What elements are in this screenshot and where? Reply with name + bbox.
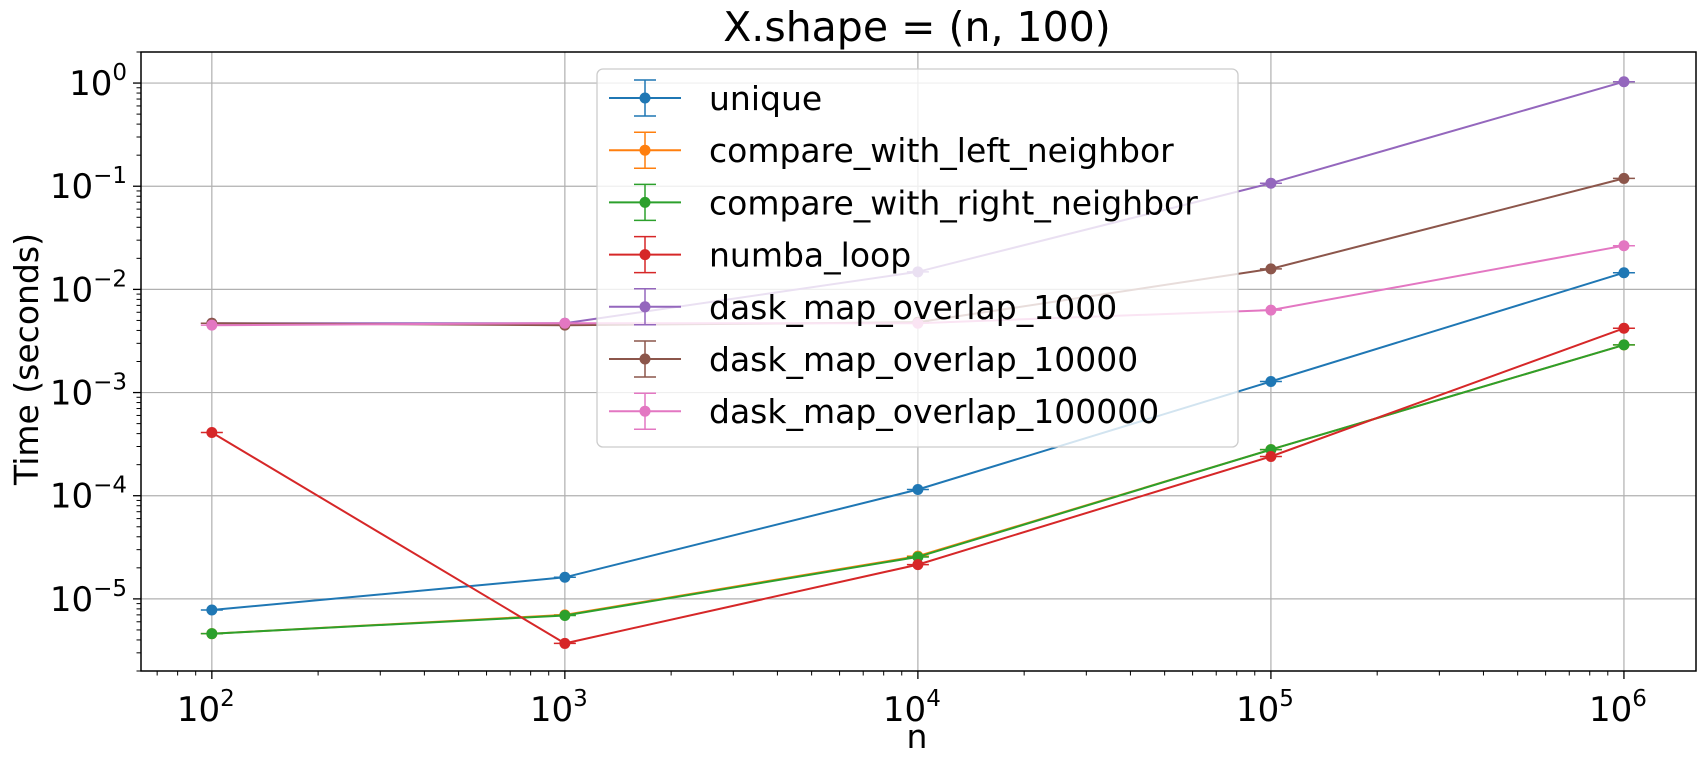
- legend-label: dask_map_overlap_100000: [709, 392, 1159, 431]
- x-tick-label-exponent: 5: [1279, 686, 1294, 712]
- data-point: [1618, 240, 1630, 252]
- y-tick-label-exponent: −5: [93, 576, 127, 602]
- legend-entry: compare_with_left_neighbor: [609, 131, 1174, 170]
- data-point: [1265, 263, 1277, 275]
- x-tick-label: 102: [177, 686, 235, 730]
- data-point: [1265, 450, 1277, 462]
- x-tick-label-exponent: 4: [926, 686, 941, 712]
- y-tick-label: 10−1: [50, 163, 127, 207]
- y-tick-label-base: 10: [50, 374, 93, 414]
- y-axis-label: Time (seconds): [7, 233, 46, 486]
- legend-entry: dask_map_overlap_100000: [609, 392, 1159, 431]
- x-tick-label-base: 10: [883, 690, 926, 730]
- legend-marker: [639, 301, 651, 313]
- legend-marker: [639, 196, 651, 208]
- data-point: [1265, 375, 1277, 387]
- data-point: [206, 319, 218, 331]
- data-point: [1265, 304, 1277, 316]
- legend-marker: [639, 353, 651, 365]
- x-axis-label: n: [907, 717, 928, 756]
- data-point: [559, 637, 571, 649]
- data-point: [1618, 267, 1630, 279]
- y-tick-label: 10−2: [50, 266, 127, 310]
- y-tick-label-base: 10: [50, 270, 93, 310]
- y-tick-label: 10−5: [50, 576, 127, 620]
- series-unique: [200, 267, 1635, 616]
- data-point: [912, 483, 924, 495]
- legend-entry: unique: [609, 79, 822, 118]
- legend-marker: [639, 249, 651, 261]
- y-tick-label: 10−4: [50, 473, 127, 517]
- legend-entry: dask_map_overlap_1000: [609, 288, 1117, 327]
- data-point: [559, 317, 571, 329]
- legend-marker: [639, 92, 651, 104]
- x-tick-label-base: 10: [1589, 690, 1632, 730]
- legend-entry: compare_with_right_neighbor: [609, 183, 1198, 222]
- y-tick-label-base: 10: [50, 580, 93, 620]
- y-tick-label-exponent: −2: [93, 266, 127, 292]
- data-point: [559, 610, 571, 622]
- x-tick-label: 103: [530, 686, 588, 730]
- x-tick-label-exponent: 3: [573, 686, 588, 712]
- y-tick-label-exponent: −4: [93, 473, 127, 499]
- series-numba_loop: [200, 322, 1635, 649]
- data-point: [206, 628, 218, 640]
- x-tick-label: 104: [883, 686, 941, 730]
- legend-box: [596, 68, 1239, 448]
- x-tick-label-base: 10: [1236, 690, 1279, 730]
- data-point: [912, 559, 924, 571]
- x-tick-label-base: 10: [177, 690, 220, 730]
- y-tick-label: 10−3: [50, 370, 127, 414]
- y-tick-label: 100: [69, 60, 127, 104]
- data-point: [1618, 322, 1630, 334]
- y-tick-label-exponent: 0: [112, 60, 127, 86]
- data-point: [559, 571, 571, 583]
- legend-entry: numba_loop: [609, 236, 911, 275]
- y-tick-label-base: 10: [69, 64, 112, 104]
- data-point: [1618, 339, 1630, 351]
- x-tick-label: 105: [1236, 686, 1294, 730]
- data-point: [1618, 172, 1630, 184]
- legend-label: unique: [709, 79, 822, 118]
- legend-label: numba_loop: [709, 236, 911, 275]
- data-point: [1618, 76, 1630, 88]
- data-point: [206, 427, 218, 439]
- data-point: [206, 604, 218, 616]
- y-tick-label-exponent: −3: [93, 370, 127, 396]
- data-point: [1265, 177, 1277, 189]
- y-tick-label-base: 10: [50, 167, 93, 207]
- x-tick-label-exponent: 6: [1632, 686, 1647, 712]
- legend-label: compare_with_left_neighbor: [709, 131, 1174, 170]
- chart-title: X.shape = (n, 100): [723, 3, 1111, 51]
- data-point: [912, 551, 924, 563]
- x-tick-label-base: 10: [530, 690, 573, 730]
- x-tick-label-exponent: 2: [220, 686, 235, 712]
- legend: unique compare_with_left_neighbor compare_…: [596, 68, 1239, 448]
- legend-entry: dask_map_overlap_10000: [609, 340, 1138, 379]
- legend-marker: [639, 405, 651, 417]
- legend-marker: [639, 144, 651, 156]
- legend-label: dask_map_overlap_10000: [709, 340, 1138, 379]
- legend-label: dask_map_overlap_1000: [709, 288, 1117, 327]
- x-tick-label: 106: [1589, 686, 1647, 730]
- y-tick-label-base: 10: [50, 477, 93, 517]
- legend-label: compare_with_right_neighbor: [709, 183, 1198, 222]
- y-tick-label-exponent: −1: [93, 163, 127, 189]
